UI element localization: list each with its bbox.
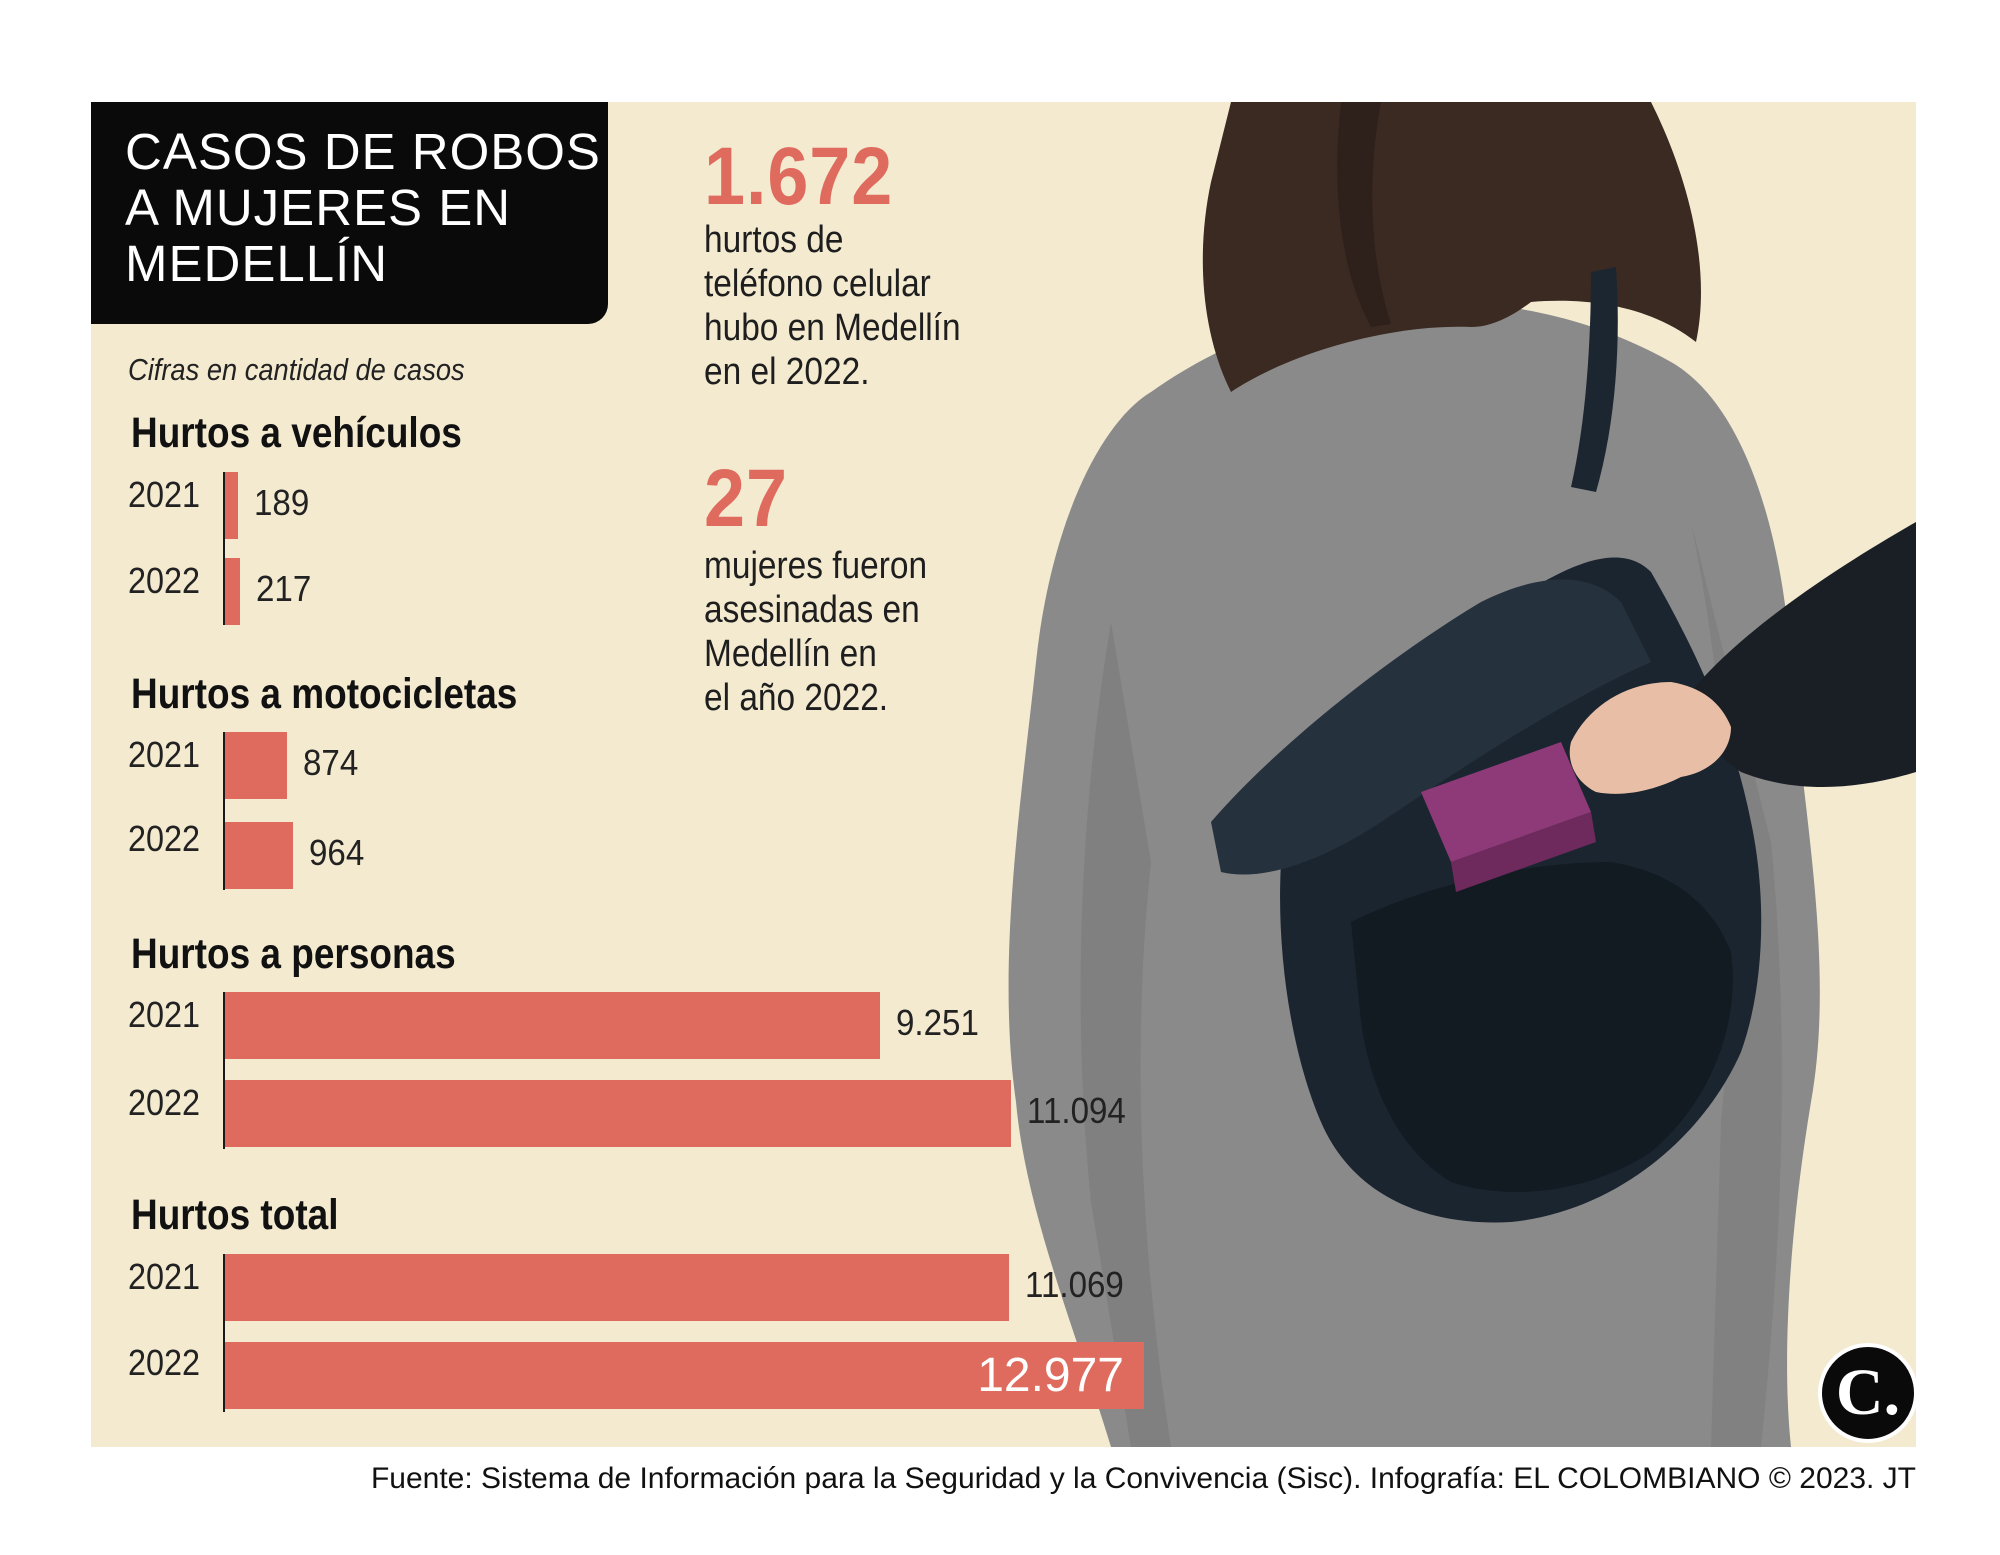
el-colombiano-logo: C.: [1818, 1343, 1918, 1443]
infographic-panel: CASOS DE ROBOS A MUJERES EN MEDELLÍN Cif…: [91, 102, 1916, 1447]
bar: [225, 992, 880, 1059]
title-line: CASOS DE ROBOS: [125, 123, 601, 180]
backpack-strap: [1571, 267, 1618, 492]
title-box: CASOS DE ROBOS A MUJERES EN MEDELLÍN: [91, 102, 608, 324]
value-label: 11.069: [1025, 1264, 1124, 1305]
stat-number-women: 27: [704, 453, 788, 544]
stat-text-phones: hurtos de teléfono celular hubo en Medel…: [704, 218, 961, 394]
year-label: 2022: [128, 1082, 201, 1123]
group-title-personas: Hurtos a personas: [131, 930, 456, 978]
stat-text-line: en el 2022.: [704, 351, 870, 393]
bar: [225, 732, 287, 799]
stat-text-line: asesinadas en: [704, 589, 920, 631]
bar: [225, 822, 293, 889]
value-label: 11.094: [1027, 1090, 1126, 1131]
value-label: 9.251: [896, 1002, 979, 1043]
axis-line: [223, 472, 225, 625]
bar: [225, 1342, 1144, 1409]
group-title-motocicletas: Hurtos a motocicletas: [131, 670, 518, 718]
title-line: MEDELLÍN: [125, 235, 389, 292]
dark-hair: [1202, 102, 1701, 392]
axis-line: [223, 1254, 225, 1412]
stat-text-women: mujeres fueron asesinadas en Medellín en…: [704, 544, 927, 720]
year-label: 2022: [128, 560, 201, 601]
bar: [225, 1254, 1009, 1321]
stat-text-line: hurtos de: [704, 219, 844, 261]
group-title-total: Hurtos total: [131, 1191, 339, 1239]
axis-line: [223, 732, 225, 890]
stat-text-line: teléfono celular: [704, 263, 931, 305]
year-label: 2021: [128, 474, 201, 515]
thief-arm: [1691, 522, 1916, 787]
group-title-vehiculos: Hurtos a vehículos: [131, 409, 462, 457]
year-label: 2021: [128, 994, 201, 1035]
value-label: 189: [254, 482, 310, 523]
subtitle: Cifras en cantidad de casos: [128, 352, 465, 387]
value-label: 964: [309, 832, 365, 873]
pickpocket-photo: [1008, 102, 1916, 1447]
title-line: A MUJERES EN: [125, 179, 512, 236]
value-label: 12.977: [977, 1349, 1124, 1402]
bar: [225, 1080, 1011, 1147]
year-label: 2021: [128, 734, 201, 775]
bar: [225, 558, 240, 625]
pink-wallet: [1421, 742, 1591, 862]
bar: [225, 472, 238, 539]
stat-text-line: hubo en Medellín: [704, 307, 961, 349]
stat-text-line: Medellín en: [704, 633, 877, 675]
source-footer: Fuente: Sistema de Información para la S…: [370, 1462, 1916, 1495]
year-label: 2021: [128, 1256, 201, 1297]
thief-hand: [1569, 682, 1731, 794]
value-label: 217: [256, 568, 312, 609]
stat-text-line: mujeres fueron: [704, 545, 928, 587]
year-label: 2022: [128, 1342, 201, 1383]
stat-text-line: el año 2022.: [704, 677, 889, 719]
axis-line: [223, 992, 225, 1149]
year-label: 2022: [128, 818, 201, 859]
stat-number-phones: 1.672: [704, 131, 894, 222]
value-label: 874: [303, 742, 359, 783]
